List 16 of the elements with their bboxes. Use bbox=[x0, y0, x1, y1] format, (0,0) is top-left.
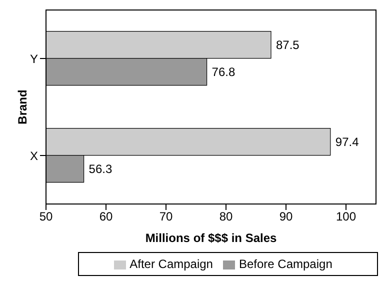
x-tick-label: 70 bbox=[159, 210, 173, 224]
x-tick-label: 90 bbox=[279, 210, 293, 224]
x-axis-title: Millions of $$$ in Sales bbox=[145, 231, 278, 245]
x-tick-label: 60 bbox=[99, 210, 113, 224]
x-tick-label: 80 bbox=[219, 210, 233, 224]
data-label: 97.4 bbox=[335, 135, 360, 150]
data-label: 76.8 bbox=[212, 65, 236, 80]
y-axis-title: Brand bbox=[15, 90, 30, 124]
y-tick-label: Y bbox=[30, 52, 38, 66]
x-tick-label: 50 bbox=[39, 210, 53, 224]
legend-label: After Campaign bbox=[130, 257, 213, 271]
data-label: 56.3 bbox=[88, 162, 112, 176]
legend-label: Before Campaign bbox=[238, 257, 332, 271]
x-tick-label: 100 bbox=[336, 210, 356, 224]
data-label: 87.5 bbox=[276, 38, 300, 52]
y-tick-label: X bbox=[30, 148, 38, 163]
